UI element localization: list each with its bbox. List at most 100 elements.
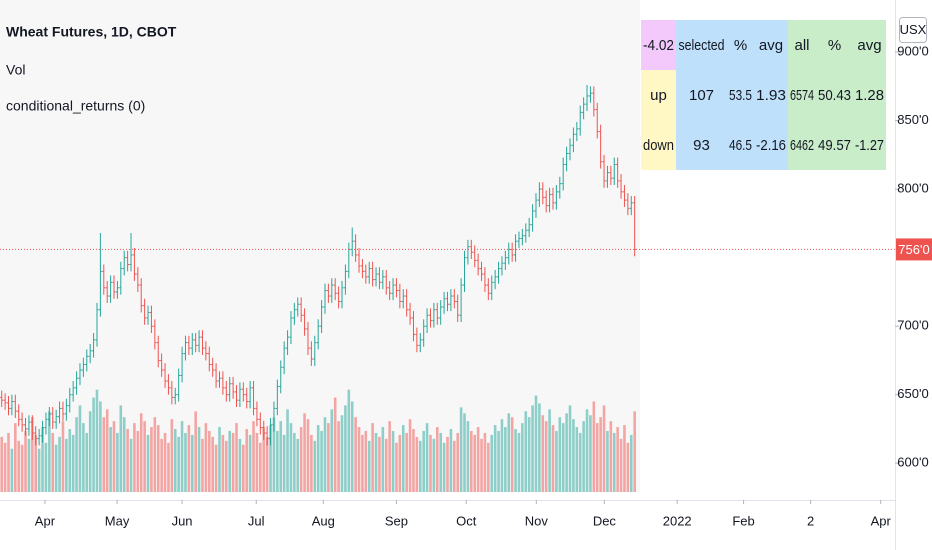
table-cell: [816, 20, 853, 70]
volume-bar: [561, 423, 565, 492]
volume-bar: [374, 432, 378, 492]
volume-bar: [126, 429, 129, 492]
y-tick-label: 600'0: [897, 455, 928, 470]
volume-bar: [116, 432, 119, 492]
volume-bar: [527, 417, 531, 492]
volume-bar: [105, 409, 109, 492]
volume-bar: [95, 389, 99, 492]
volume-bar: [388, 421, 391, 492]
last-price-box: [896, 238, 932, 261]
table-text: 1.28: [855, 87, 884, 104]
table-cell: [816, 120, 853, 170]
volume-bar: [289, 423, 293, 492]
volume-bar: [75, 417, 78, 492]
table-cell: [853, 20, 886, 70]
volume-bar: [262, 427, 266, 492]
volume-bar: [354, 417, 357, 492]
volume-bar: [231, 432, 235, 492]
volume-bar: [122, 417, 126, 492]
currency-label[interactable]: USX: [900, 22, 927, 37]
volume-bar: [71, 434, 75, 492]
currency-button[interactable]: [899, 17, 927, 43]
volume-bar: [299, 427, 303, 492]
volume-bar: [432, 438, 436, 492]
volume-layer: [0, 389, 636, 492]
volume-bar: [190, 434, 194, 492]
volume-bar: [293, 432, 296, 492]
volume-bar: [207, 430, 211, 492]
volume-bar: [357, 427, 361, 492]
volume-bar: [286, 409, 289, 492]
volume-bar: [534, 395, 538, 492]
volume-bar: [221, 434, 225, 492]
volume-bar: [92, 397, 95, 492]
table-cell: [788, 70, 816, 120]
volume-bar: [361, 434, 364, 492]
table-cell: [641, 70, 676, 120]
volume-bar: [85, 432, 89, 492]
table-text: up: [650, 87, 667, 104]
volume-bar: [242, 444, 245, 492]
volume-bar: [558, 417, 562, 492]
volume-bar: [272, 417, 276, 492]
table-cell: [754, 120, 788, 170]
volume-bar: [282, 434, 286, 492]
volume-bar: [228, 430, 231, 492]
volume-bar: [626, 442, 630, 492]
volume-bar: [418, 440, 422, 492]
volume-bar: [500, 419, 504, 492]
x-tick-label: Sep: [385, 513, 408, 528]
table-cell: [754, 20, 788, 70]
volume-bar: [612, 432, 616, 492]
x-tick-label: Apr: [871, 513, 892, 528]
volume-bar: [109, 427, 112, 492]
volume-bar: [194, 411, 197, 492]
table-cell: [853, 120, 886, 170]
volume-bar: [609, 421, 613, 492]
volume-bar: [187, 425, 191, 492]
volume-bar: [296, 438, 300, 492]
volume-bar: [119, 405, 123, 492]
volume-bar: [235, 423, 238, 492]
volume-bar: [204, 423, 208, 492]
volume-bar: [585, 409, 589, 492]
volume-bar: [211, 436, 214, 492]
volume-bar: [548, 409, 551, 492]
volume-bar: [497, 430, 500, 492]
volume-bar: [82, 423, 85, 492]
volume-bar: [439, 432, 442, 492]
volume-bar: [572, 419, 575, 492]
table-text: 107: [689, 87, 714, 104]
volume-bar: [44, 442, 48, 492]
price-layer: [0, 84, 637, 446]
volume-bar: [41, 427, 44, 492]
volume-bar: [245, 429, 249, 492]
volume-bar: [606, 430, 609, 492]
volume-bar: [629, 434, 633, 492]
axes-layer: 600'0 650'0 700'0 800'0 850'0 900'0 Apr May Jun J…: [0, 44, 932, 528]
table-text: -2.16: [756, 137, 786, 154]
volume-bar: [568, 405, 572, 492]
volume-bar: [337, 421, 340, 492]
volume-bar: [133, 423, 136, 492]
table-cell: [641, 20, 676, 70]
table-text: 46.5: [729, 137, 752, 154]
volume-bar: [14, 423, 17, 492]
volume-bar: [238, 438, 242, 492]
table-text: down: [643, 137, 674, 154]
volume-bar: [20, 444, 24, 492]
volume-bar: [364, 430, 368, 492]
volume-bar: [565, 413, 568, 492]
volume-bar: [112, 421, 116, 492]
volume-bar: [367, 440, 371, 492]
volume-bar: [136, 430, 140, 492]
volume-bar: [623, 425, 626, 492]
x-tick-label: 2: [807, 513, 814, 528]
table-text: 53.5: [729, 87, 752, 104]
volume-bar: [456, 432, 460, 492]
volume-bar: [197, 427, 201, 492]
volume-bar: [510, 417, 514, 492]
volume-bar: [37, 448, 41, 492]
